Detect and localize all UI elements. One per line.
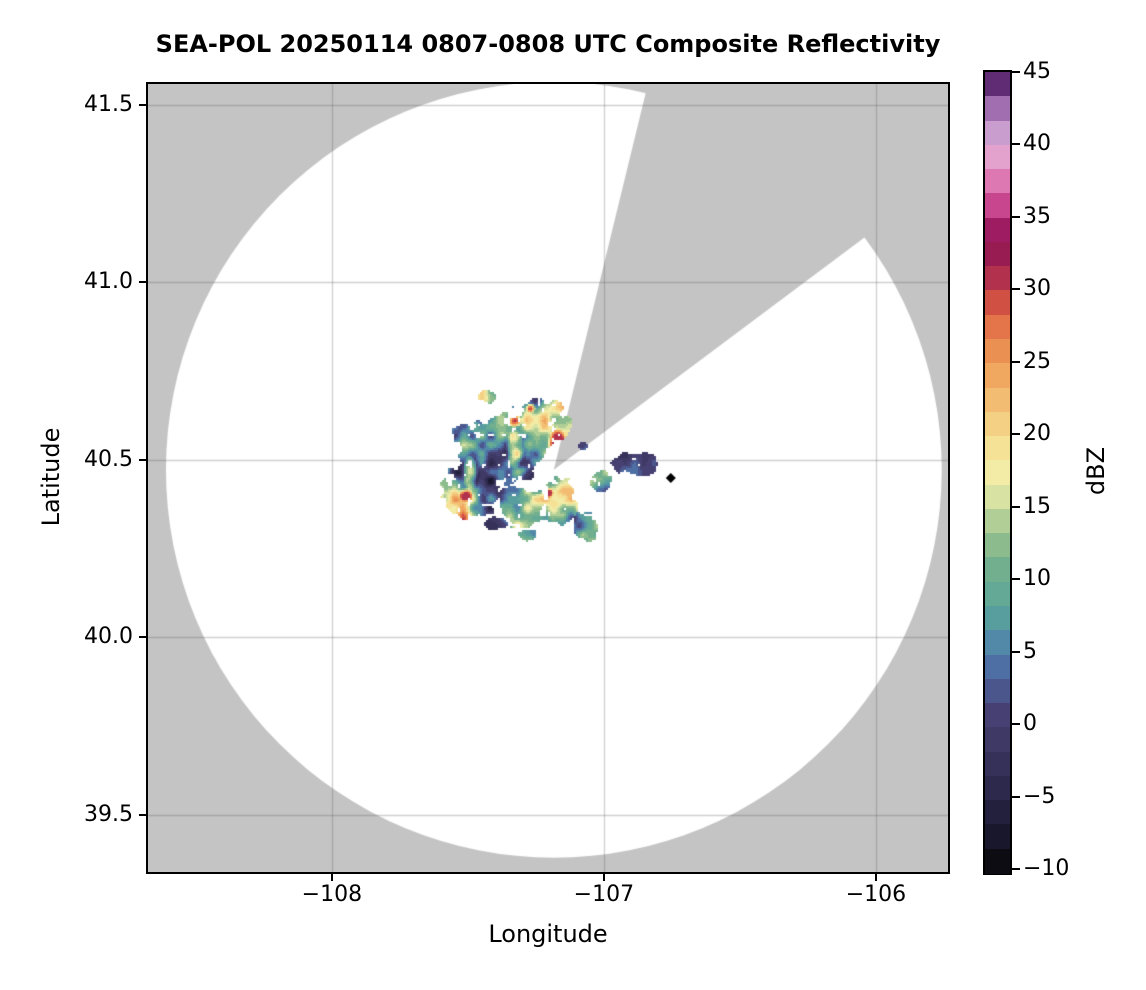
colorbar-band xyxy=(985,72,1010,97)
x-tick-label: −108 xyxy=(301,882,363,907)
colorbar-band xyxy=(985,654,1010,680)
x-tick-label: −106 xyxy=(845,882,907,907)
colorbar-tick-mark xyxy=(1012,578,1020,581)
colorbar-tick-label: 0 xyxy=(1023,711,1037,737)
colorbar-band xyxy=(985,339,1010,364)
colorbar-band xyxy=(985,727,1010,753)
y-axis-label: Latitude xyxy=(37,427,65,527)
y-tick-mark xyxy=(139,103,146,106)
colorbar-band xyxy=(985,387,1010,413)
colorbar-tick-mark xyxy=(1012,795,1020,798)
colorbar-tick-label: 40 xyxy=(1023,131,1051,157)
colorbar-tick-label: 30 xyxy=(1023,276,1051,302)
colorbar-band xyxy=(985,411,1010,437)
y-tick-mark xyxy=(139,281,146,284)
colorbar-band xyxy=(985,678,1010,704)
y-tick-label: 40.5 xyxy=(84,446,133,472)
colorbar-tick-mark xyxy=(1012,723,1020,726)
colorbar-tick-label: 5 xyxy=(1023,638,1037,664)
colorbar-label: dBZ xyxy=(1082,446,1110,496)
colorbar-tick-mark xyxy=(1012,505,1020,508)
x-axis-label: Longitude xyxy=(488,920,608,948)
colorbar-band xyxy=(985,775,1010,801)
colorbar-tick-label: −5 xyxy=(1023,783,1056,809)
colorbar-band xyxy=(985,169,1010,194)
colorbar-band xyxy=(985,266,1010,292)
colorbar-band xyxy=(985,193,1010,219)
colorbar-band xyxy=(985,290,1010,316)
radar-map-canvas xyxy=(148,84,948,872)
x-tick-mark xyxy=(602,874,605,881)
colorbar xyxy=(983,70,1012,875)
colorbar-tick-mark xyxy=(1012,650,1020,653)
colorbar-tick-mark xyxy=(1012,868,1020,870)
x-tick-mark xyxy=(874,874,877,881)
colorbar-tick-mark xyxy=(1012,433,1020,436)
colorbar-tick-label: 10 xyxy=(1023,566,1051,592)
colorbar-band xyxy=(985,606,1010,631)
colorbar-band xyxy=(985,314,1010,340)
y-tick-label: 41.5 xyxy=(84,91,133,117)
colorbar-band xyxy=(985,533,1010,559)
colorbar-band xyxy=(985,800,1010,826)
colorbar-band xyxy=(985,363,1010,389)
x-tick-label: −107 xyxy=(573,882,635,907)
colorbar-tick-mark xyxy=(1012,360,1020,363)
colorbar-tick-label: 35 xyxy=(1023,203,1051,229)
colorbar-band xyxy=(985,630,1010,656)
x-tick-mark xyxy=(330,874,333,881)
y-tick-label: 39.5 xyxy=(84,801,133,827)
colorbar-tick-mark xyxy=(1012,143,1020,146)
y-tick-mark xyxy=(139,458,146,461)
colorbar-band xyxy=(985,484,1010,510)
colorbar-tick-label: 45 xyxy=(1023,59,1051,84)
colorbar-band xyxy=(985,703,1010,728)
colorbar-band xyxy=(985,751,1010,777)
colorbar-band xyxy=(985,217,1010,243)
colorbar-tick-label: 20 xyxy=(1023,421,1051,447)
colorbar-tick-mark xyxy=(1012,288,1020,291)
colorbar-tick-label: 15 xyxy=(1023,493,1051,519)
y-tick-mark xyxy=(139,813,146,816)
colorbar-band xyxy=(985,848,1010,874)
y-tick-mark xyxy=(139,636,146,639)
colorbar-tick-label: 25 xyxy=(1023,348,1051,374)
plot-area xyxy=(146,82,950,874)
colorbar-band xyxy=(985,241,1010,267)
colorbar-band xyxy=(985,557,1010,583)
colorbar-band xyxy=(985,508,1010,534)
chart-title: SEA-POL 20250114 0807-0808 UTC Composite… xyxy=(155,30,941,58)
colorbar-band xyxy=(985,460,1010,486)
colorbar-tick-mark xyxy=(1012,215,1020,218)
colorbar-band xyxy=(985,824,1010,850)
colorbar-band xyxy=(985,144,1010,170)
colorbar-band xyxy=(985,436,1010,461)
colorbar-tick-label: −10 xyxy=(1023,856,1070,881)
colorbar-band xyxy=(985,581,1010,607)
colorbar-band xyxy=(985,96,1010,122)
y-tick-label: 41.0 xyxy=(84,269,133,295)
colorbar-bands xyxy=(985,72,1010,874)
colorbar-band xyxy=(985,120,1010,146)
colorbar-tick-mark xyxy=(1012,71,1020,73)
y-tick-label: 40.0 xyxy=(84,624,133,650)
